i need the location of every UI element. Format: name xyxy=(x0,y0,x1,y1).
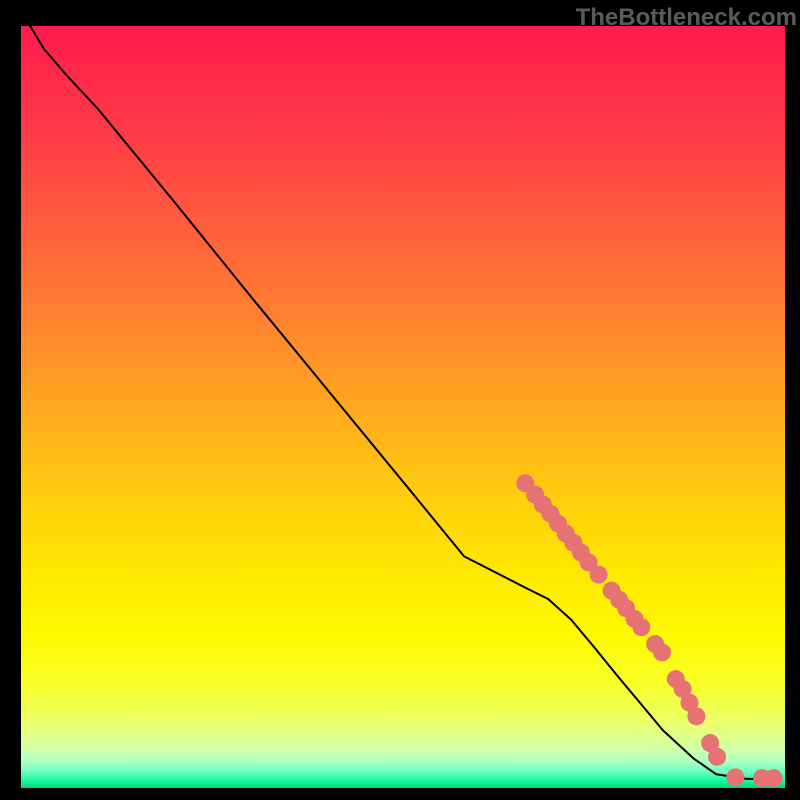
data-marker xyxy=(726,768,744,786)
watermark-text: TheBottleneck.com xyxy=(576,4,797,32)
data-marker xyxy=(765,769,783,787)
curve-line xyxy=(30,26,773,779)
plot-area xyxy=(21,26,785,788)
data-marker xyxy=(653,643,671,661)
chart-container: TheBottleneck.com xyxy=(0,0,800,800)
data-marker xyxy=(590,566,608,584)
data-marker xyxy=(687,707,705,725)
data-marker xyxy=(632,618,650,636)
data-marker xyxy=(708,748,726,766)
chart-svg xyxy=(21,26,785,788)
